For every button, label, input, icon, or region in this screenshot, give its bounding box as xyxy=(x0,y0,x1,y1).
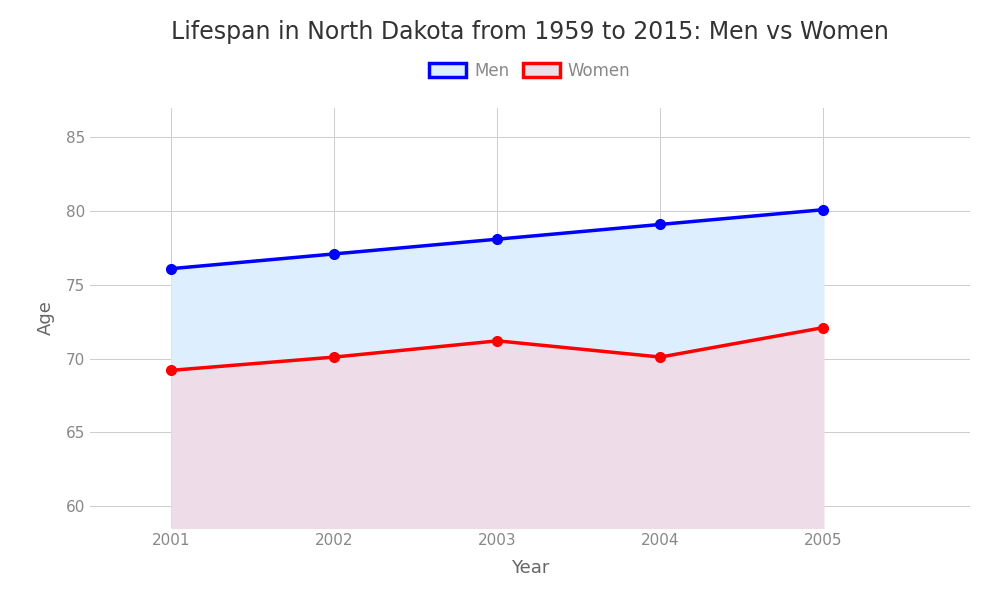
X-axis label: Year: Year xyxy=(511,559,549,577)
Y-axis label: Age: Age xyxy=(37,301,55,335)
Title: Lifespan in North Dakota from 1959 to 2015: Men vs Women: Lifespan in North Dakota from 1959 to 20… xyxy=(171,20,889,44)
Legend: Men, Women: Men, Women xyxy=(429,62,631,80)
